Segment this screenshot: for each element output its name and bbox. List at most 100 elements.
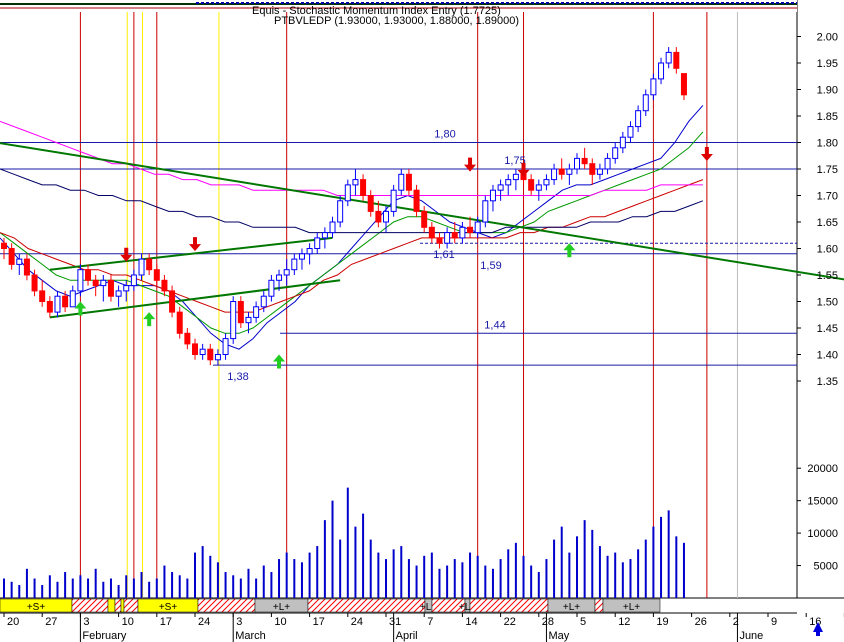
candle-body (69, 290, 76, 308)
price-tick-label: 1.55 (817, 270, 838, 282)
candle-body (54, 295, 61, 313)
sell-arrow-icon (700, 147, 713, 161)
price-tick-label: 1.80 (817, 138, 838, 150)
volume-tick-label: 5000 (814, 561, 838, 573)
chart-subtitle: PTBVLEDP (1.93000, 1.93000, 1.88000, 1.8… (274, 15, 519, 27)
date-tick-label: 14 (465, 616, 477, 628)
date-tick-label: 2 (733, 616, 739, 628)
candle-body (512, 173, 519, 181)
date-tick-label: 31 (389, 616, 401, 628)
date-tick-label: 24 (351, 616, 363, 628)
date-tick-label: 3 (236, 616, 242, 628)
candle-body (77, 269, 84, 292)
candle-body (153, 269, 160, 281)
candle-body (337, 200, 344, 223)
candle-body (619, 136, 626, 149)
signal-band-label: +L+ (420, 602, 437, 613)
signal-band (123, 598, 139, 613)
date-tick-label: 24 (198, 616, 210, 628)
candle-body (245, 316, 252, 324)
signal-band (307, 598, 426, 613)
candle-body (680, 73, 687, 96)
date-tick-label: 7 (427, 616, 433, 628)
signal-band-label: +S+ (27, 602, 46, 613)
candle-body (192, 343, 198, 355)
date-tick-label: 10 (274, 616, 286, 628)
trendline (49, 236, 333, 271)
price-tick-label: 1.95 (817, 58, 838, 70)
candle-body (107, 279, 114, 297)
candle-body (329, 221, 336, 234)
candle-body (474, 221, 481, 234)
moving-average-line (0, 179, 704, 313)
candle-body (604, 157, 611, 170)
candle-body (253, 306, 260, 318)
price-tick-label: 1.90 (817, 85, 838, 97)
price-tick-label: 1.75 (817, 164, 838, 176)
candle-body (444, 232, 451, 244)
price-tick-label: 1.35 (817, 376, 838, 388)
candle-body (497, 184, 504, 191)
level-label: 1,38 (227, 371, 248, 383)
candle-body (627, 126, 634, 138)
candle-body (39, 290, 46, 302)
signal-band (602, 598, 661, 613)
candle-body (314, 237, 321, 249)
candle-body (650, 78, 657, 96)
candle-body (528, 179, 535, 191)
candle-body (46, 301, 53, 313)
candle-body (574, 157, 580, 170)
sell-arrow-icon (189, 237, 201, 252)
level-label: 1,75 (504, 155, 525, 167)
candle-body (673, 51, 680, 69)
candle-body (169, 290, 176, 313)
signal-band-label: +L+ (623, 602, 640, 613)
candle-body (92, 279, 99, 287)
date-tick-label: 5 (580, 616, 586, 628)
signal-band (71, 598, 109, 613)
date-tick-label: 10 (122, 616, 134, 628)
candle-body (268, 279, 275, 297)
candle-body (375, 210, 382, 223)
candle-body (398, 173, 405, 191)
candle-body (459, 226, 466, 239)
price-tick-label: 1.70 (817, 191, 838, 203)
candle-body (367, 195, 374, 212)
candle-body (612, 147, 619, 159)
candle-body (352, 179, 359, 186)
candle-body (100, 279, 107, 287)
signal-band-label: +L+ (563, 602, 580, 613)
scroll-right-arrow-icon[interactable] (813, 622, 823, 636)
candle-body (467, 226, 474, 234)
candle-body (161, 279, 168, 292)
candle-body (1, 242, 7, 249)
candle-body (413, 189, 420, 212)
top-status-strip (0, 0, 797, 12)
level-label: 1,44 (484, 319, 505, 331)
volume-tick-label: 20000 (807, 463, 838, 475)
month-label: June (739, 630, 763, 642)
candle-body (451, 232, 458, 239)
candle-body (138, 258, 145, 276)
candle-body (344, 184, 351, 202)
candle-body (421, 210, 428, 228)
candle-body (665, 51, 672, 64)
candle-body (589, 163, 596, 175)
candle-body (558, 168, 565, 175)
level-label: 1,59 (480, 260, 501, 272)
date-tick-label: 19 (656, 616, 668, 628)
candle-body (184, 332, 191, 345)
date-tick-label: 26 (695, 616, 707, 628)
candle-body (62, 295, 69, 308)
candle-body (85, 269, 92, 281)
candle-body (428, 226, 435, 239)
date-tick-label: 9 (771, 616, 777, 628)
date-tick-label: 3 (83, 616, 89, 628)
volume-tick-label: 15000 (807, 496, 838, 508)
candle-body (321, 232, 328, 239)
date-tick-label: 17 (313, 616, 325, 628)
moving-average-line (0, 131, 704, 334)
volume-tick-label: 10000 (807, 528, 838, 540)
level-label: 1,61 (433, 249, 454, 261)
